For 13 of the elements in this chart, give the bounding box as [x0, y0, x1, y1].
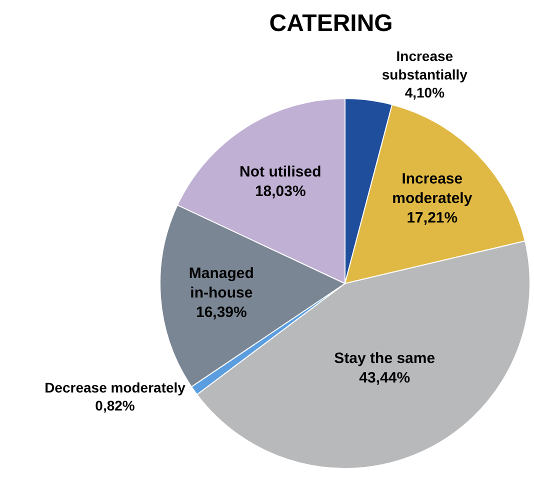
slice-label: Decrease moderately — [44, 379, 186, 396]
slice-label: Increase moderately — [392, 170, 473, 207]
slice-label: Stay the same — [334, 350, 436, 367]
data-label: 18,03% — [254, 183, 306, 200]
data-label: 17,21% — [406, 209, 458, 226]
slice-label: Managed in-house — [188, 265, 254, 302]
slice-label: Increase substantially — [382, 48, 468, 82]
data-label: 16,39% — [196, 304, 247, 322]
data-label: 43,44% — [359, 369, 410, 386]
chart-title: CATERING — [269, 10, 393, 38]
slice-label: Not utilised — [240, 164, 322, 181]
data-label: 0,82% — [95, 398, 136, 414]
data-label: 4,10% — [404, 84, 446, 100]
